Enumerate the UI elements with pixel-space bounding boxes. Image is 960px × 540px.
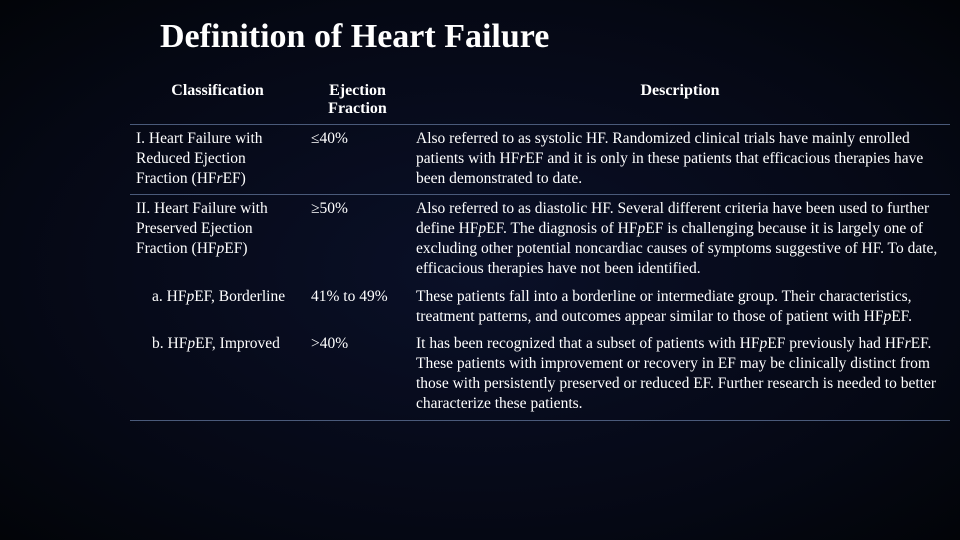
slide-title: Definition of Heart Failure xyxy=(160,18,940,56)
cell-ejection-fraction: ≥50% xyxy=(305,195,410,283)
hf-definition-table: Classification Ejection Fraction Descrip… xyxy=(130,78,950,421)
cell-description: These patients fall into a borderline or… xyxy=(410,283,950,331)
cell-ejection-fraction: >40% xyxy=(305,330,410,420)
cell-classification: I. Heart Failure with Reduced Ejection F… xyxy=(130,125,305,195)
cell-classification: II. Heart Failure with Preserved Ejectio… xyxy=(130,195,305,283)
col-header-ef: Ejection Fraction xyxy=(305,78,410,125)
table-row: a. HFpEF, Borderline41% to 49%These pati… xyxy=(130,283,950,331)
cell-classification: b. HFpEF, Improved xyxy=(130,330,305,420)
table-row: I. Heart Failure with Reduced Ejection F… xyxy=(130,125,950,195)
col-header-classification: Classification xyxy=(130,78,305,125)
cell-description: Also referred to as systolic HF. Randomi… xyxy=(410,125,950,195)
cell-description: It has been recognized that a subset of … xyxy=(410,330,950,420)
cell-description: Also referred to as diastolic HF. Severa… xyxy=(410,195,950,283)
table-header-row: Classification Ejection Fraction Descrip… xyxy=(130,78,950,125)
table-row: b. HFpEF, Improved>40%It has been recogn… xyxy=(130,330,950,420)
table-row: II. Heart Failure with Preserved Ejectio… xyxy=(130,195,950,283)
cell-ejection-fraction: 41% to 49% xyxy=(305,283,410,331)
col-header-description: Description xyxy=(410,78,950,125)
cell-ejection-fraction: ≤40% xyxy=(305,125,410,195)
cell-classification: a. HFpEF, Borderline xyxy=(130,283,305,331)
